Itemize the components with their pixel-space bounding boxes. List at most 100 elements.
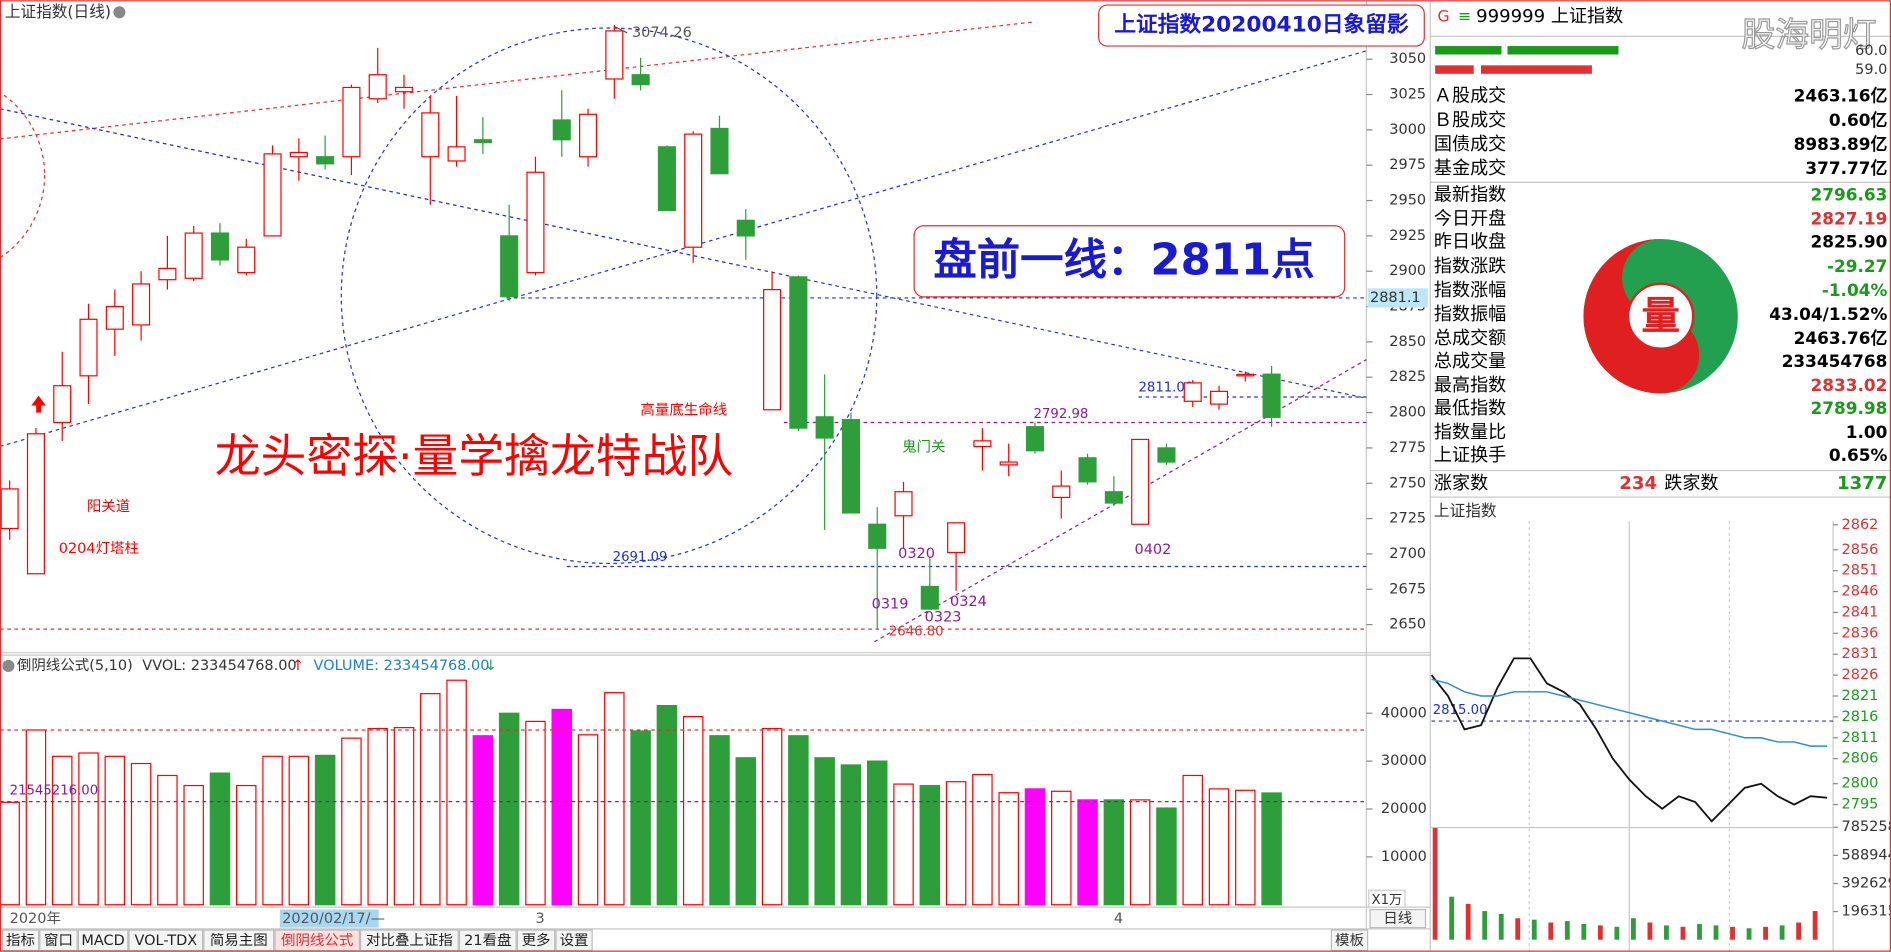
tab-label[interactable]: 指标 xyxy=(6,932,35,949)
volume-bar xyxy=(262,755,283,906)
y-tick-label: 2975 xyxy=(1389,157,1426,173)
volume-bar xyxy=(157,774,178,906)
tab-label[interactable]: 对比叠上证指 xyxy=(366,932,453,949)
volume-bar xyxy=(130,762,152,906)
x-unit: X1万 xyxy=(1372,893,1403,908)
tab-label[interactable]: 窗口 xyxy=(44,931,73,949)
annotation: 0319 xyxy=(872,596,909,612)
intraday-volume-bar xyxy=(1779,925,1785,940)
y-tick-label: 2700 xyxy=(1389,546,1426,562)
quote-value: 0.65% xyxy=(1829,445,1888,465)
volume-bar xyxy=(630,730,651,906)
candle-body xyxy=(1052,485,1071,498)
volume-bar xyxy=(1103,799,1125,906)
template[interactable]: 模板 xyxy=(1335,931,1364,949)
intraday-volume-bar xyxy=(1730,926,1735,940)
quote-label: 指数涨幅 xyxy=(1434,280,1506,301)
tab-label[interactable]: VOL-TDX xyxy=(135,933,198,949)
y-tick-label: 2846 xyxy=(1842,584,1879,600)
y-tick-label: 2800 xyxy=(1389,405,1426,421)
quote-label: 指数振幅 xyxy=(1434,304,1506,325)
candle-body xyxy=(1262,373,1281,418)
candle-body xyxy=(763,288,782,411)
intraday-volume-bar xyxy=(1614,926,1620,940)
y-tick-label: 2850 xyxy=(1389,334,1426,350)
menu-icon: ≡ xyxy=(1458,7,1471,26)
intraday-volume-bar xyxy=(1763,926,1768,940)
quote-value: 233454768 xyxy=(1782,351,1888,371)
ratio-bar xyxy=(1480,65,1592,74)
candle-body xyxy=(1025,426,1045,452)
intraday-volume-bar xyxy=(1564,921,1570,940)
x-tick-label: 3 xyxy=(535,911,544,927)
headline: 盘前一线：2811点 xyxy=(933,236,1314,286)
y-tick-label: 2675 xyxy=(1389,581,1426,597)
candle-body xyxy=(947,522,966,554)
volume-bar xyxy=(1129,799,1151,906)
volume-bar xyxy=(840,764,862,906)
quote-value: 2463.16亿 xyxy=(1794,86,1888,106)
candle-body xyxy=(500,235,519,298)
volume-bar xyxy=(656,704,678,906)
intraday-volume-bar xyxy=(1515,918,1521,940)
quote-value: -29.27 xyxy=(1827,256,1887,276)
ratio-bar xyxy=(1435,46,1502,55)
unit-box xyxy=(1368,889,1406,908)
tab-label[interactable]: 倒阴线公式 xyxy=(281,932,353,949)
tab-label[interactable]: MACD xyxy=(81,933,124,949)
y-tick-label: 10000 xyxy=(1381,849,1427,865)
logo-glyph: 量 xyxy=(1641,294,1680,339)
intraday-volume-bar xyxy=(1630,918,1636,940)
candle-body xyxy=(368,74,387,100)
headline-box xyxy=(913,225,1346,298)
tab-label[interactable]: 简易主图 xyxy=(210,932,268,949)
candle-body xyxy=(316,156,335,165)
volume-bar xyxy=(1156,807,1177,906)
intraday-line xyxy=(1431,678,1828,747)
candle-body xyxy=(657,146,676,212)
volume-bar xyxy=(551,708,573,906)
tab-label[interactable]: 设置 xyxy=(560,932,589,949)
menu-icon xyxy=(113,6,126,19)
breadth-up: 234 xyxy=(1619,473,1657,494)
intraday-title: 上证指数 xyxy=(1434,501,1497,520)
tab-label[interactable]: 更多 xyxy=(522,932,551,949)
volume-bar xyxy=(1051,790,1072,906)
y-tick-label: 2856 xyxy=(1842,542,1879,558)
indicator-header: 倒阴线公式(5,10) xyxy=(17,657,133,674)
breadth-label: 涨家数 xyxy=(1434,473,1488,494)
y-tick-label: 2725 xyxy=(1389,511,1426,527)
candle-body xyxy=(289,151,308,158)
period[interactable]: 日线 xyxy=(1383,910,1412,927)
y-tick-label: 2826 xyxy=(1842,667,1879,683)
volume-bar xyxy=(393,727,415,906)
breadth-down: 1377 xyxy=(1837,473,1887,494)
candle-body xyxy=(421,112,440,158)
circle-drawing xyxy=(0,91,46,259)
volume-bar xyxy=(709,735,730,906)
y-tick-label: 2831 xyxy=(1842,646,1879,662)
candle-body xyxy=(1104,491,1123,504)
volume-bar xyxy=(814,757,835,906)
candle-body xyxy=(79,318,98,377)
candle-body xyxy=(631,74,650,86)
banner: 上证指数20200410日象留影 xyxy=(1114,12,1409,38)
y-tick-label: 2821 xyxy=(1842,688,1879,704)
volume-bar xyxy=(314,754,336,906)
quote-value: 2463.76亿 xyxy=(1794,328,1888,348)
ratio-value: 59.0 xyxy=(1855,62,1887,78)
intraday-volume-bar xyxy=(1482,911,1488,940)
annotation: 0320 xyxy=(898,546,935,562)
quote-label: 指数量比 xyxy=(1434,422,1506,443)
intraday-volume-bar xyxy=(1449,896,1455,940)
quote-value: 2827.19 xyxy=(1811,209,1888,229)
period-box[interactable] xyxy=(1369,908,1427,929)
volume-bar xyxy=(367,727,388,906)
quote-value: 377.77亿 xyxy=(1805,158,1887,178)
candle-body xyxy=(894,491,913,517)
volume-bar xyxy=(682,716,704,906)
tab-label[interactable]: 21看盘 xyxy=(464,931,511,949)
quote-label: 最高指数 xyxy=(1434,375,1506,396)
